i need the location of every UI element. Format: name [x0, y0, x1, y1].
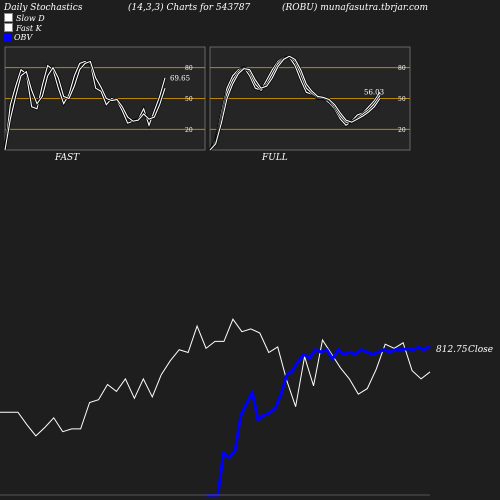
chart-title: Daily Stochastics [4, 3, 83, 13]
fast-level-label-20: 20 [185, 127, 193, 134]
legend-swatch-obv [4, 34, 11, 41]
full-level-label-50: 50 [398, 96, 406, 103]
full-series-2-line [209, 55, 381, 151]
legend-obv: OBV [4, 33, 32, 42]
chart-subtitle: (14,3,3) Charts for 543787 [128, 3, 251, 13]
full-level-label-80: 80 [398, 65, 406, 72]
fast-level-label-50: 50 [185, 96, 193, 103]
close-price-line [0, 318, 431, 437]
legend-slow-d: Slow D [4, 13, 45, 23]
legend-fast-k-label: Fast K [16, 24, 42, 33]
obv-line [206, 344, 431, 497]
full-level-label-20: 20 [398, 127, 406, 134]
full-panel-label: FULL [262, 153, 288, 163]
legend-swatch-fast-k [4, 23, 13, 32]
close-last-value-label: 812.75 [436, 345, 468, 355]
legend-slow-d-label: Slow D [16, 14, 45, 23]
close-label: Close [468, 345, 493, 355]
legend-fast-k: Fast K [4, 23, 42, 33]
legend-obv-label: OBV [14, 33, 33, 42]
fast-series-1-line [4, 60, 166, 151]
fast-level-label-80: 80 [185, 65, 193, 72]
full-last-value-label: 56.03 [364, 88, 384, 96]
site-label: (ROBU) munafasutra.tbrjar.com [282, 3, 428, 13]
fast-panel-label: FAST [55, 153, 80, 163]
legend-swatch-slow-d [4, 13, 13, 22]
fast-last-value-label: 69.65 [170, 74, 190, 82]
